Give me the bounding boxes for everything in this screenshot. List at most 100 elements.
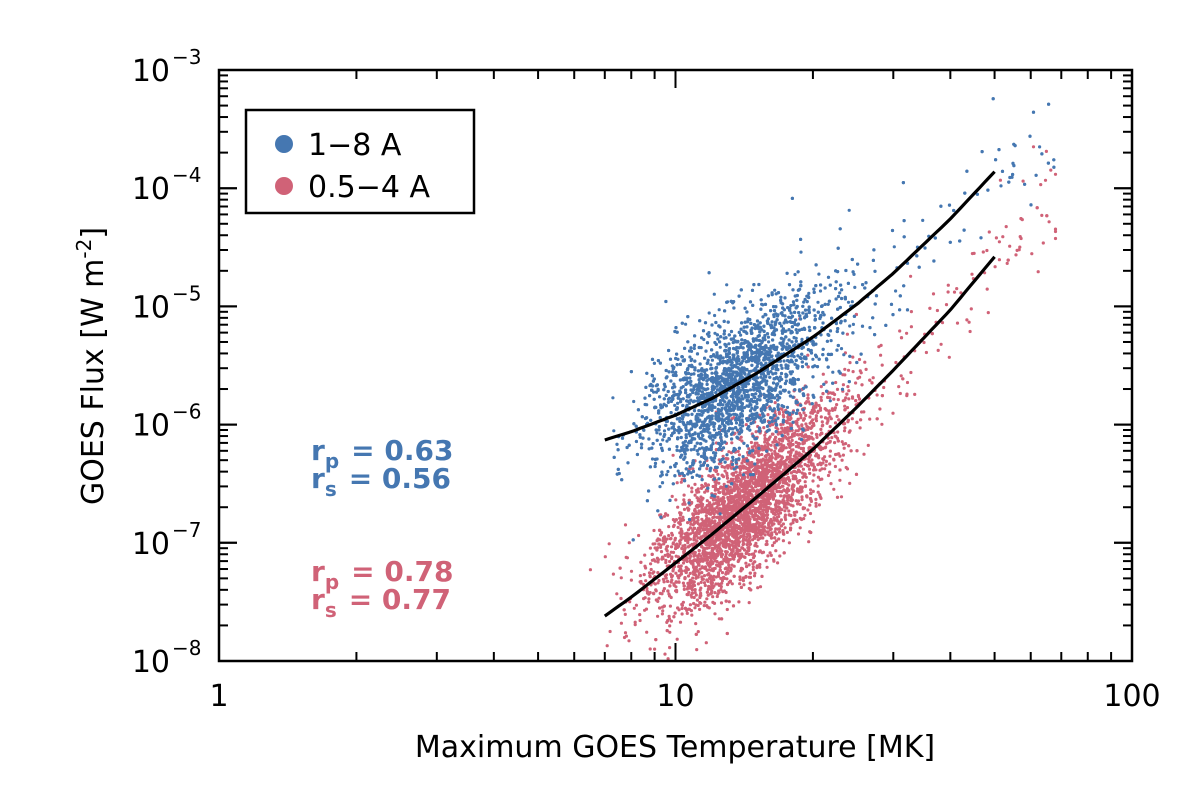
data-point [848,429,852,433]
data-point [677,580,681,584]
data-point [747,524,751,528]
data-point [821,392,825,396]
data-point [668,604,673,608]
data-point [769,495,773,499]
data-point [777,530,782,534]
data-point [654,589,658,593]
data-point [745,486,749,490]
data-point [669,545,674,549]
data-point [748,571,752,575]
data-point [835,403,839,407]
data-point [851,396,855,400]
data-point [801,449,806,453]
data-point [748,542,752,547]
data-point [679,480,683,484]
data-point [899,374,903,378]
data-point [860,410,864,414]
data-point [781,413,785,417]
data-point [860,383,864,387]
data-point [680,517,685,522]
data-point [686,484,691,488]
data-point [800,495,804,499]
data-point [786,496,790,500]
data-point [985,287,989,291]
data-point [729,569,733,573]
data-point [656,581,660,585]
data-point [854,399,858,403]
data-point [737,600,741,604]
data-point [688,556,692,560]
data-point [693,493,697,497]
data-point [725,488,730,492]
data-point [826,418,830,422]
data-point [972,251,976,255]
data-point [796,502,800,506]
data-point [675,481,679,485]
data-point [695,598,700,602]
data-point [788,422,792,426]
data-point [765,542,769,546]
data-point [698,571,702,575]
data-point [843,408,847,412]
data-point [739,529,743,533]
data-point [798,479,802,483]
data-point [789,471,793,475]
data-point [659,533,663,537]
data-point [792,489,796,493]
data-point [759,465,763,469]
data-point [905,394,909,398]
data-point [828,449,833,453]
data-point [712,574,716,578]
data-point [967,320,971,324]
data-point [647,600,651,604]
data-point [753,571,757,575]
data-point [671,453,675,457]
data-point [756,460,760,464]
data-point [782,478,786,482]
data-point [801,446,806,451]
data-point [879,353,883,357]
data-point [870,381,874,385]
data-point [842,429,847,433]
data-point [802,441,806,445]
data-point [783,509,787,513]
data-point [868,417,872,421]
data-point [756,450,760,455]
data-point [838,468,842,472]
data-point [819,398,824,402]
data-point [784,465,788,469]
data-point [854,381,858,385]
data-point [769,536,774,540]
data-point [705,516,709,521]
data-point [661,589,666,593]
data-point [875,393,879,397]
data-point [727,450,731,454]
data-point [819,415,823,419]
data-point [681,581,686,585]
data-point [720,465,724,469]
data-point [728,500,732,504]
data-point [816,490,820,494]
data-point [679,527,683,531]
data-point [723,469,727,473]
data-point [952,290,957,294]
data-point [724,511,728,515]
data-point [689,561,694,565]
data-point [648,591,652,595]
data-point [773,512,778,517]
data-point [742,476,747,480]
data-point [936,348,940,352]
data-point [766,492,770,496]
data-point [857,397,862,401]
data-point [742,518,746,522]
data-point [624,634,629,638]
data-point [709,512,713,516]
data-point [730,472,734,476]
data-point [777,437,781,441]
data-point [726,495,730,500]
data-point [778,486,782,490]
data-point [653,647,657,651]
data-point [667,534,671,538]
data-point [742,542,746,546]
data-point [739,534,743,539]
